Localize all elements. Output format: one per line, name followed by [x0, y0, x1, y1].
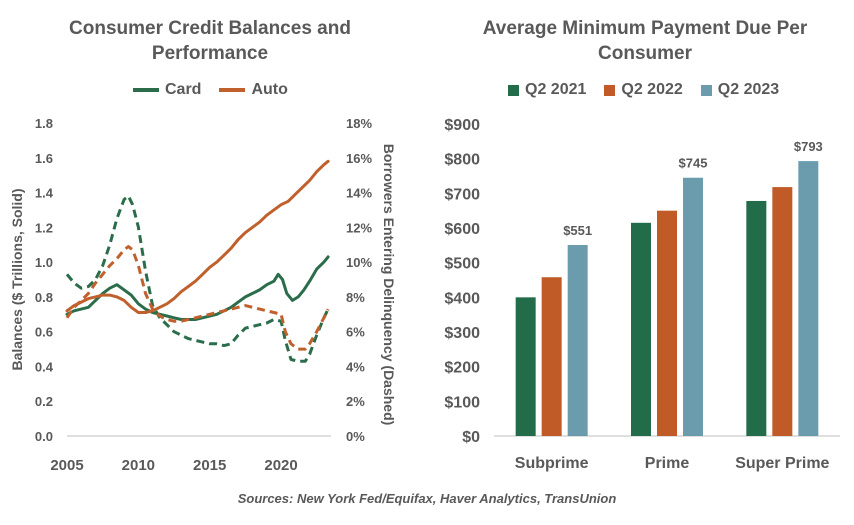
legend-item-auto: Auto: [219, 81, 288, 99]
left-chart-legend: Card Auto: [133, 81, 306, 99]
right-chart-legend: Q2 2021 Q2 2022 Q2 2023: [508, 81, 797, 99]
data-label: $551: [563, 223, 592, 238]
y-tick-label: 1.4: [35, 186, 54, 201]
bar-chart: $0 $100 $200 $300 $400 $500 $600 $700 $800 $900 Su…: [444, 117, 840, 472]
series-line-auto-dashed: [65, 245, 330, 351]
legend-swatch-q2-2021: [508, 84, 519, 96]
y-tick-label: 1.2: [35, 220, 53, 235]
data-label: $793: [794, 139, 823, 154]
y-tick-label: $900: [444, 117, 480, 134]
legend-label-q2-2021: Q2 2021: [525, 81, 587, 98]
source-note: Sources: New York Fed/Equifax, Haver Ana…: [237, 491, 617, 506]
y-tick-label: $600: [444, 221, 480, 238]
x-tick-label: 2020: [264, 457, 297, 474]
y-tick-label: 1.8: [35, 116, 53, 131]
y2-tick-label: 6%: [346, 325, 365, 340]
bar-q2-2022-prime: [657, 210, 677, 436]
legend-item-q2-2021: Q2 2021: [508, 81, 586, 99]
y2-tick-label: 18%: [346, 116, 372, 131]
y-tick-label: $200: [444, 360, 480, 377]
bar-q2-2022-super-prime: [772, 187, 793, 436]
y2-tick-label: 14%: [346, 186, 372, 201]
legend-swatch-auto: [219, 88, 246, 92]
series-line-auto-solid: [65, 159, 330, 314]
bar-q2-2023-super-prime: [798, 161, 819, 437]
series-line-card-solid: [65, 255, 330, 321]
y2-tick-label: 8%: [346, 290, 365, 305]
legend-item-q2-2022: Q2 2022: [604, 81, 683, 99]
y-tick-label: $700: [444, 186, 480, 203]
legend-label-q2-2023: Q2 2023: [717, 81, 780, 98]
y-tick-label: $400: [444, 290, 480, 307]
category-label: Subprime: [515, 455, 589, 472]
y-tick-label: 0.6: [35, 325, 53, 340]
y-tick-label: $500: [444, 256, 480, 273]
y2-tick-label: 2%: [346, 394, 365, 409]
line-chart: 0.0 0.2 0.4 0.6 0.8 1.0 1.2 1.4 1.6 1.8 0% 2% 4% 6% 8%…: [9, 116, 397, 474]
y-tick-label: 0.2: [35, 394, 53, 409]
x-tick-label: 2010: [122, 457, 155, 474]
legend-swatch-q2-2022: [604, 84, 616, 96]
bar-q2-2021-prime: [631, 222, 651, 436]
bar-q2-2021-subprime: [515, 297, 536, 436]
y-tick-label: 0.0: [35, 429, 53, 444]
y2-tick-label: 4%: [346, 359, 365, 374]
legend-swatch-card: [133, 88, 159, 92]
x-tick-label: 2015: [193, 457, 226, 474]
y-axis-title: Balances ($ Trillions, Solid): [9, 188, 25, 370]
y-tick-label: $800: [444, 152, 480, 169]
y2-tick-label: 10%: [346, 255, 372, 270]
y-tick-label: $300: [444, 325, 480, 342]
series-line-card-dashed: [65, 194, 330, 363]
y2-tick-label: 12%: [346, 220, 372, 235]
bar-q2-2023-subprime: [567, 244, 588, 436]
y2-tick-label: 0%: [346, 429, 365, 444]
legend-label-card: Card: [165, 81, 202, 98]
y-tick-label: 0.8: [35, 290, 53, 305]
y-tick-label: 1.6: [35, 151, 53, 166]
y2-tick-label: 16%: [346, 151, 372, 166]
legend-swatch-q2-2023: [700, 84, 712, 96]
legend-label-q2-2022: Q2 2022: [621, 81, 683, 98]
bar-q2-2023-prime: [683, 177, 703, 436]
legend-item-card: Card: [133, 81, 201, 99]
x-tick-label: 2005: [50, 457, 83, 474]
right-chart-title: Average Minimum Payment Due Per Consumer: [482, 18, 808, 64]
bar-q2-2021-super-prime: [746, 200, 767, 436]
category-label: Super Prime: [735, 455, 829, 472]
y-tick-label: 1.0: [35, 255, 53, 270]
y2-axis-title: Borrowers Entering Delinquency (Dashed): [381, 144, 397, 426]
bar-q2-2022-subprime: [541, 277, 562, 436]
y-tick-label: $100: [444, 394, 480, 411]
data-label: $745: [679, 156, 708, 171]
y-tick-label: $0: [462, 429, 480, 446]
legend-label-auto: Auto: [251, 81, 288, 98]
category-label: Prime: [645, 455, 690, 472]
y-tick-label: 0.4: [35, 359, 54, 374]
legend-item-q2-2023: Q2 2023: [700, 81, 780, 99]
left-chart-title: Consumer Credit Balances and Performance: [69, 18, 351, 64]
